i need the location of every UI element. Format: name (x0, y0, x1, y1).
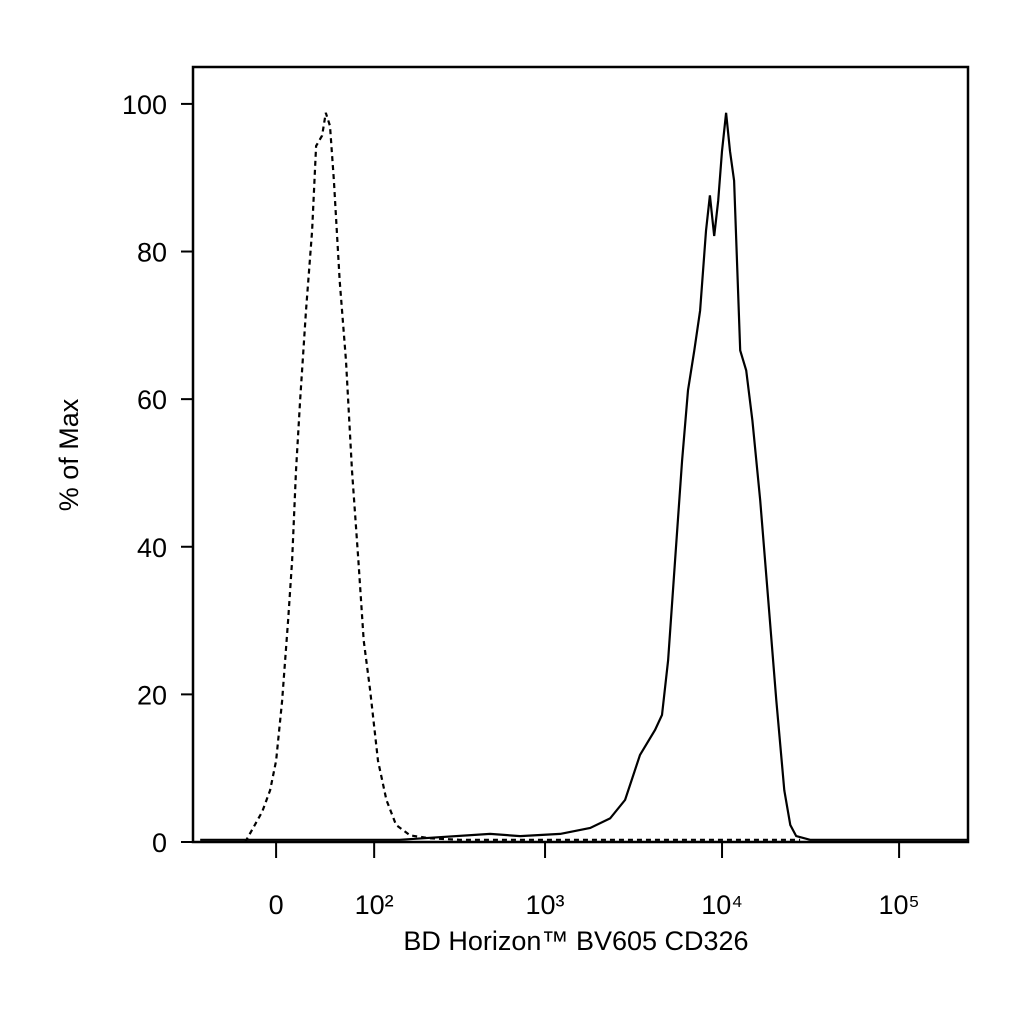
y-tick-label: 40 (137, 533, 167, 563)
x-tick-label: 0 (269, 890, 284, 920)
x-tick-label: 10⁴ (701, 890, 743, 920)
histogram-line (200, 112, 968, 841)
x-tick-label: 10⁵ (878, 890, 919, 920)
y-tick-label: 0 (152, 828, 167, 858)
y-tick-label: 60 (137, 385, 167, 415)
y-tick-label: 20 (137, 680, 167, 710)
x-tick-label: 10² (355, 890, 394, 920)
y-tick-label: 80 (137, 238, 167, 268)
plot-frame (191, 65, 970, 844)
y-axis-label: % of Max (54, 398, 84, 511)
x-tick-label: 10³ (526, 890, 565, 920)
y-tick-label: 100 (122, 90, 167, 120)
x-axis-label: BD Horizon™ BV605 CD326 (403, 926, 748, 956)
